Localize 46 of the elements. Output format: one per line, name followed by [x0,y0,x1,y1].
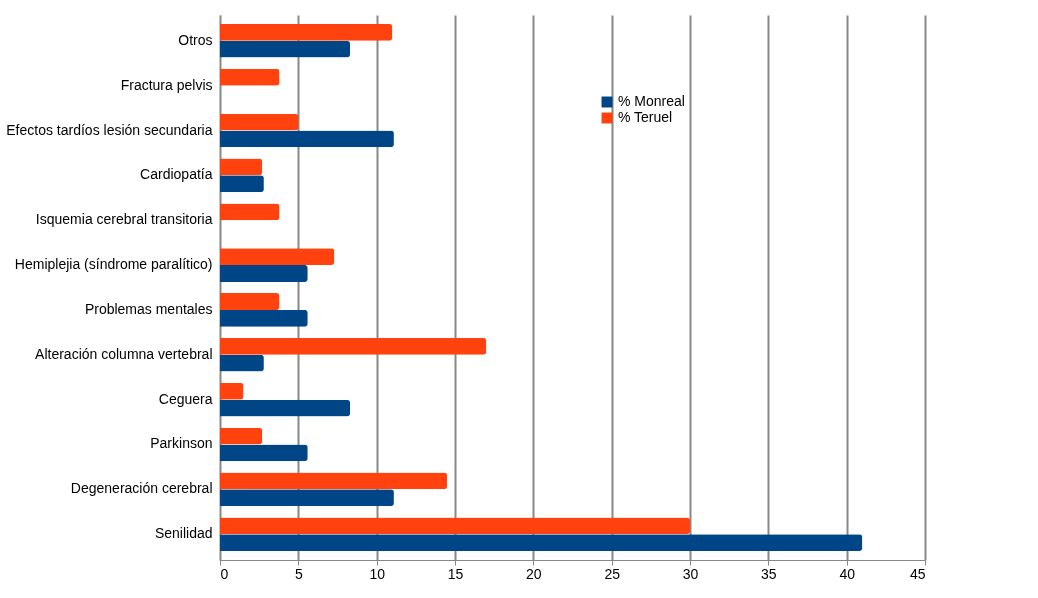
legend-label: % Monreal [618,93,685,109]
bar [220,472,448,490]
x-tick-label: 35 [761,565,777,582]
bar [220,68,280,86]
bar [220,382,244,400]
x-tick-label: 40 [839,565,856,582]
y-tick-label: Cardiopatía [140,166,213,183]
bar [220,354,264,372]
y-tick-label: Fractura pelvis [120,76,213,93]
bar [220,293,280,310]
bar [220,534,863,552]
bar [220,23,393,41]
bar [220,444,308,462]
bar [220,399,351,417]
x-tick-label: 30 [682,565,699,582]
y-tick-label: Efectos tardíos lesión secundaria [6,121,213,138]
y-tick-label: Degeneración cerebral [70,480,213,497]
y-tick-label: Problemas mentales [84,300,213,317]
y-tick-label: Senilidad [154,525,213,542]
x-tick-label: 10 [369,565,386,582]
x-tick-label: 45 [909,565,926,582]
bar [220,248,335,266]
bar [220,130,394,148]
x-tick-label: 25 [604,565,621,582]
y-tick-label: Hemiplejia (síndrome paralítico) [14,256,213,273]
bar [220,158,263,176]
legend-label: % Teruel [618,109,673,125]
y-tick-label: Otros [178,31,213,48]
bar [220,265,308,282]
y-tick-label: Isquemia cerebral transitoria [35,211,213,228]
bar [220,337,487,355]
bar [220,489,394,507]
x-tick-label: 20 [526,565,542,582]
x-tick-label: 15 [447,565,464,582]
bar [220,427,263,445]
bar [220,175,264,193]
x-tick-label: 5 [294,565,303,582]
y-tick-label: Ceguera [158,390,213,407]
bar [220,517,690,535]
bar [220,113,299,131]
bar [220,309,308,327]
bar [220,40,351,58]
y-tick-label: Alteración columna vertebral [35,345,213,362]
bar [220,203,280,221]
y-tick-label: Parkinson [150,435,213,452]
x-tick-label: 0 [220,565,229,582]
